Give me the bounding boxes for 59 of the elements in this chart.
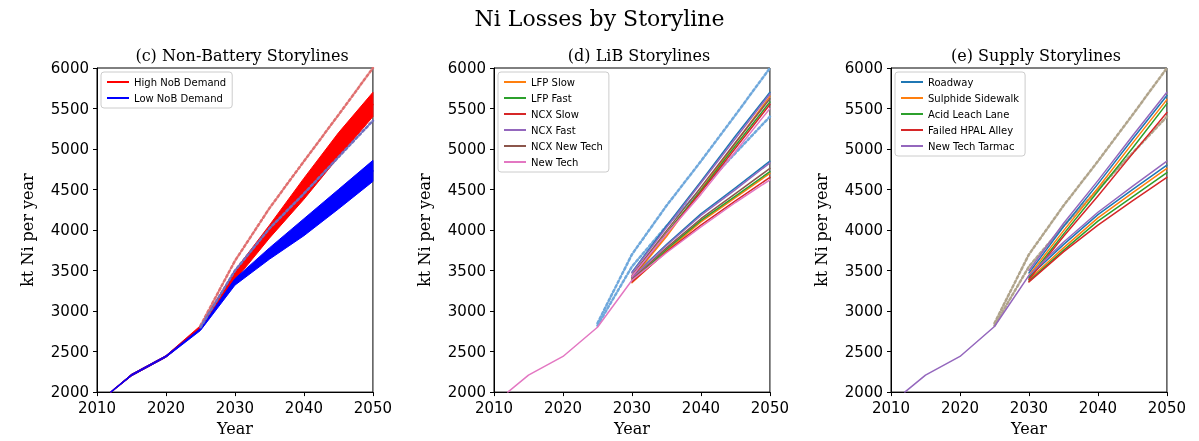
legend-label: Acid Leach Lane — [928, 108, 1010, 120]
x-tick-label: 2020 — [543, 398, 583, 417]
legend-label: Low NoB Demand — [134, 92, 223, 104]
x-tick-label: 2040 — [284, 398, 324, 417]
y-tick-label: 4000 — [844, 221, 883, 240]
y-axis-title: kt Ni per year — [414, 172, 434, 287]
chart-title: (e) Supply Storylines — [951, 45, 1121, 65]
y-tick-label: 4500 — [447, 180, 486, 199]
legend-label: LFP Fast — [531, 92, 572, 104]
y-tick-label: 3500 — [447, 261, 486, 280]
y-tick-label: 5500 — [844, 99, 883, 118]
legend-label: New Tech — [531, 156, 579, 168]
x-tick-label: 2020 — [940, 398, 980, 417]
y-tick-label: 5000 — [447, 140, 486, 159]
x-tick-label: 2050 — [750, 398, 790, 417]
legend-label: NCX New Tech — [531, 140, 603, 152]
legend-label: Sulphide Sidewalk — [928, 92, 1020, 104]
x-tick-label: 2050 — [353, 398, 393, 417]
y-tick-label: 5000 — [50, 140, 89, 159]
legend-label: LFP Slow — [531, 76, 575, 88]
y-tick-label: 4500 — [50, 180, 89, 199]
y-tick-label: 5500 — [50, 99, 89, 118]
chart-title: (d) LiB Storylines — [567, 45, 711, 65]
y-tick-label: 5000 — [844, 140, 883, 159]
legend-label: Roadway — [928, 76, 974, 88]
legend-label: New Tech Tarmac — [928, 140, 1015, 152]
x-tick-label: 2030 — [1009, 398, 1049, 417]
y-tick-label: 3000 — [50, 302, 89, 321]
legend-label: Failed HPAL Alley — [928, 124, 1014, 136]
x-axis-title: Year — [1010, 418, 1048, 438]
x-axis-title: Year — [613, 418, 651, 438]
y-axis-title: kt Ni per year — [17, 172, 37, 287]
y-tick-label: 3500 — [844, 261, 883, 280]
x-tick-label: 2040 — [681, 398, 721, 417]
y-tick-label: 2500 — [844, 342, 883, 361]
x-tick-label: 2050 — [1147, 398, 1187, 417]
x-tick-label: 2030 — [612, 398, 652, 417]
legend-label: High NoB Demand — [134, 76, 227, 88]
y-tick-label: 6000 — [50, 59, 89, 77]
legend-label: NCX Fast — [531, 124, 576, 136]
y-tick-label: 6000 — [447, 59, 486, 77]
text: Ni Losses by Storyline — [473, 6, 726, 31]
y-tick-label: 3000 — [447, 302, 486, 321]
y-tick-label: 5500 — [447, 99, 486, 118]
chart-title: (c) Non-Battery Storylines — [135, 45, 349, 65]
x-tick-label: 2020 — [146, 398, 186, 417]
y-tick-label: 4000 — [447, 221, 486, 240]
y-tick-label: 3500 — [50, 261, 89, 280]
y-tick-label: 4500 — [844, 180, 883, 199]
legend-label: NCX Slow — [531, 108, 579, 120]
x-axis-title: Year — [216, 418, 254, 438]
y-axis-title: kt Ni per year — [811, 172, 831, 287]
y-tick-label: 4000 — [50, 221, 89, 240]
x-tick-label: 2030 — [215, 398, 255, 417]
x-tick-label: 2040 — [1078, 398, 1118, 417]
y-tick-label: 6000 — [844, 59, 883, 77]
y-tick-label: 2500 — [447, 342, 486, 361]
y-tick-label: 3000 — [844, 302, 883, 321]
y-tick-label: 2500 — [50, 342, 89, 361]
